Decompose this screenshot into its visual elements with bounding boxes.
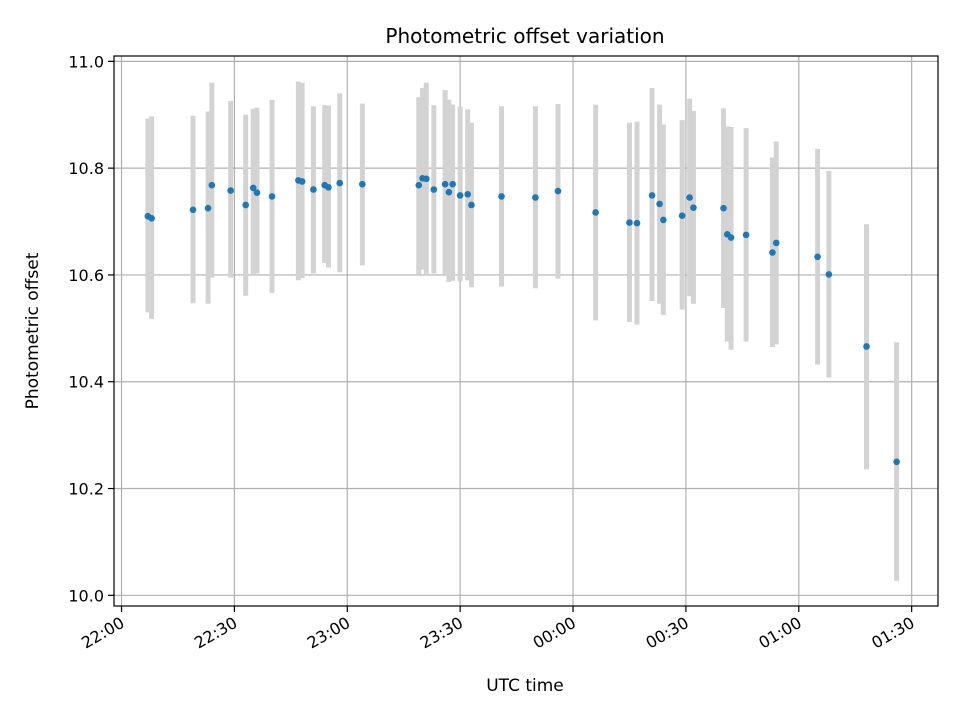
data-point bbox=[445, 188, 453, 196]
data-point bbox=[648, 192, 656, 199]
data-point bbox=[769, 249, 776, 256]
grid-lines bbox=[114, 56, 938, 606]
data-point bbox=[626, 219, 633, 226]
data-point bbox=[204, 204, 212, 212]
data-point bbox=[690, 204, 697, 211]
data-point bbox=[415, 181, 423, 189]
data-point bbox=[249, 184, 257, 192]
data-point bbox=[310, 186, 317, 193]
data-point bbox=[464, 191, 471, 198]
data-point bbox=[208, 181, 216, 189]
data-point bbox=[498, 193, 505, 200]
data-point bbox=[468, 201, 475, 209]
data-point bbox=[268, 193, 276, 200]
data-point bbox=[660, 216, 667, 224]
data-point bbox=[686, 194, 693, 201]
data-point bbox=[532, 194, 539, 201]
data-point bbox=[592, 209, 599, 216]
data-point bbox=[298, 178, 306, 185]
chart-title: Photometric offset variation bbox=[385, 24, 664, 48]
data-point bbox=[656, 200, 663, 208]
data-point bbox=[554, 187, 562, 195]
data-point bbox=[253, 189, 261, 196]
data-point bbox=[359, 180, 366, 188]
data-point bbox=[189, 206, 197, 214]
data-point bbox=[441, 180, 449, 188]
data-point bbox=[242, 201, 249, 209]
y-tick-label: 10.6 bbox=[68, 266, 104, 285]
data-point bbox=[633, 219, 641, 227]
data-point bbox=[772, 239, 780, 247]
data-point bbox=[720, 204, 727, 212]
y-tick-label: 11.0 bbox=[68, 52, 104, 71]
data-point bbox=[742, 231, 750, 239]
data-point bbox=[456, 192, 464, 199]
data-point bbox=[148, 215, 155, 222]
y-axis-ticks: 10.0 10.2 10.4 10.6 10.8 11.0 bbox=[68, 52, 114, 605]
data-point bbox=[825, 271, 833, 278]
data-point bbox=[893, 458, 900, 466]
data-point bbox=[227, 187, 234, 194]
y-tick-label: 10.0 bbox=[68, 586, 104, 605]
y-tick-label: 10.2 bbox=[68, 480, 104, 499]
data-point bbox=[863, 343, 870, 350]
y-tick-label: 10.8 bbox=[68, 159, 104, 178]
data-point bbox=[336, 179, 344, 187]
data-points bbox=[144, 174, 900, 466]
y-tick-label: 10.4 bbox=[68, 373, 104, 392]
data-point bbox=[678, 212, 686, 219]
plot-frame bbox=[113, 55, 939, 607]
data-point bbox=[422, 175, 430, 183]
data-point bbox=[814, 253, 821, 261]
data-point bbox=[449, 180, 456, 188]
y-axis-label: Photometric offset bbox=[23, 252, 43, 409]
x-axis-label: UTC time bbox=[486, 676, 564, 696]
data-point bbox=[325, 184, 332, 191]
data-point bbox=[430, 186, 438, 193]
data-point bbox=[727, 234, 735, 241]
